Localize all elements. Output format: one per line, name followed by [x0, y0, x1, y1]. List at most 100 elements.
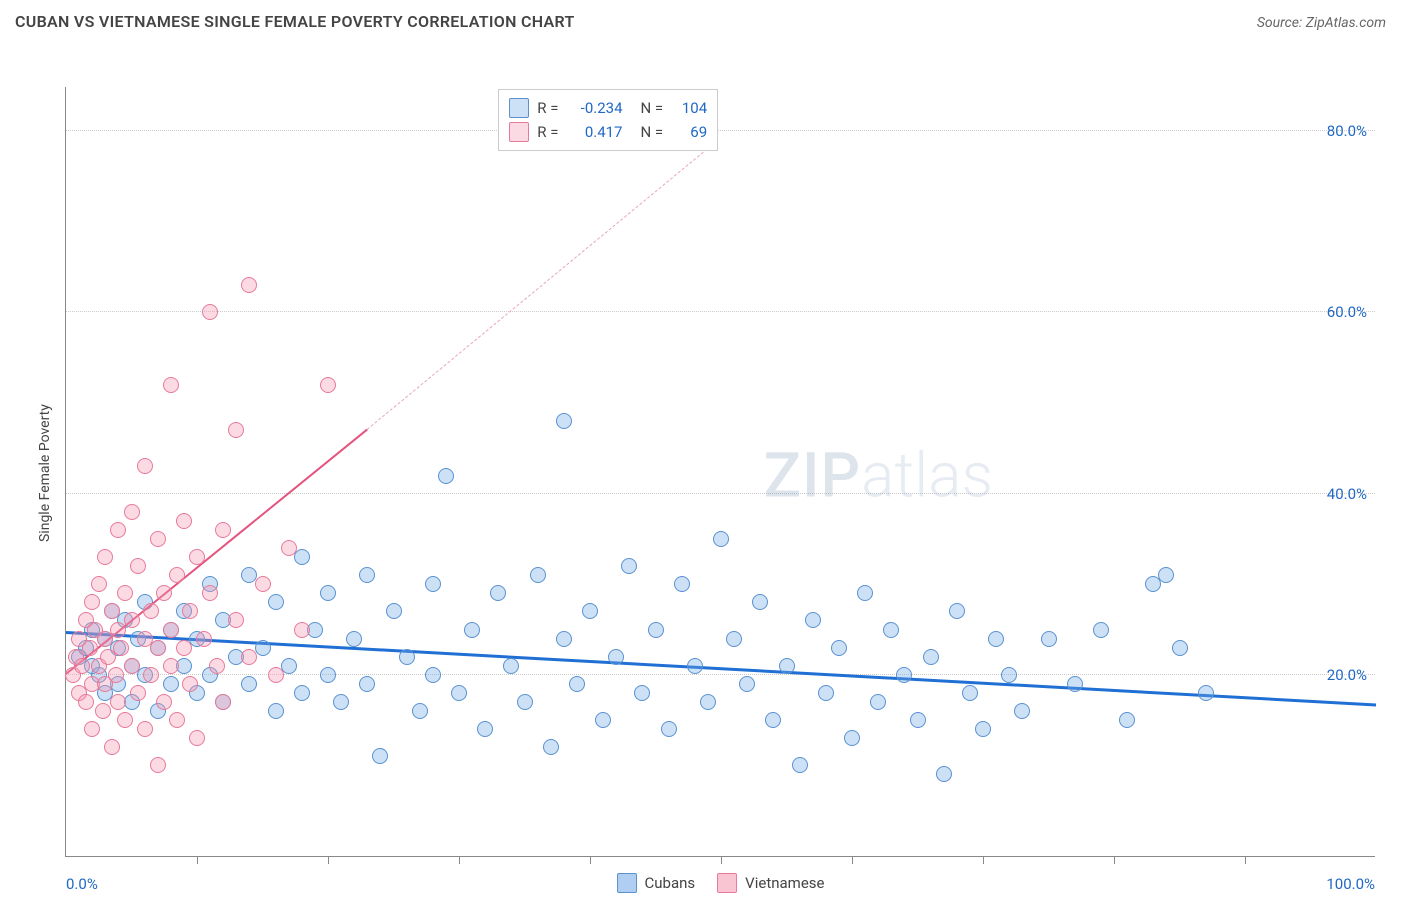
data-point [78, 694, 94, 710]
data-point [1001, 667, 1017, 683]
trend-line [367, 149, 708, 431]
data-point [150, 531, 166, 547]
data-point [399, 649, 415, 665]
series-swatch [509, 122, 529, 142]
data-point [320, 585, 336, 601]
data-point [648, 622, 664, 638]
stat-n-value: 69 [671, 120, 707, 144]
data-point [241, 676, 257, 692]
chart-header: CUBAN VS VIETNAMESE SINGLE FEMALE POVERT… [0, 0, 1406, 39]
data-point [1198, 685, 1214, 701]
data-point [95, 703, 111, 719]
data-point [412, 703, 428, 719]
xtick [721, 856, 722, 864]
data-point [294, 622, 310, 638]
data-point [700, 694, 716, 710]
data-point [595, 712, 611, 728]
stat-r-value: -0.234 [567, 96, 623, 120]
y-axis-label: Single Female Poverty [37, 404, 53, 542]
data-point [320, 377, 336, 393]
data-point [1067, 676, 1083, 692]
data-point [1014, 703, 1030, 719]
stat-r-label: R = [537, 120, 558, 144]
data-point [425, 667, 441, 683]
data-point [333, 694, 349, 710]
data-point [130, 558, 146, 574]
data-point [97, 549, 113, 565]
data-point [110, 522, 126, 538]
legend-label: Cubans [645, 874, 696, 892]
data-point [359, 676, 375, 692]
data-point [113, 640, 129, 656]
data-point [137, 721, 153, 737]
xaxis-label: 0.0% [66, 875, 98, 893]
data-point [255, 576, 271, 592]
data-point [818, 685, 834, 701]
watermark: ZIPatlas [764, 439, 993, 512]
data-point [104, 739, 120, 755]
data-point [281, 540, 297, 556]
xtick [197, 856, 198, 864]
data-point [124, 504, 140, 520]
data-point [687, 658, 703, 674]
data-point [556, 413, 572, 429]
data-point [831, 640, 847, 656]
data-point [74, 658, 90, 674]
data-point [988, 631, 1004, 647]
data-point [91, 576, 107, 592]
plot-area: 20.0%40.0%60.0%80.0%0.0%100.0%ZIPatlasR … [65, 87, 1375, 857]
data-point [713, 531, 729, 547]
data-point [530, 567, 546, 583]
data-point [215, 694, 231, 710]
stats-row: R =0.417N =69 [509, 120, 707, 144]
legend-item: Cubans [617, 873, 696, 893]
data-point [169, 712, 185, 728]
data-point [582, 603, 598, 619]
data-point [189, 730, 205, 746]
data-point [202, 304, 218, 320]
data-point [621, 558, 637, 574]
data-point [425, 576, 441, 592]
data-point [517, 694, 533, 710]
data-point [176, 640, 192, 656]
stat-n-label: N = [641, 120, 664, 144]
data-point [556, 631, 572, 647]
data-point [634, 685, 650, 701]
data-point [451, 685, 467, 701]
correlation-stats-box: R =-0.234N =104R =0.417N =69 [498, 89, 718, 151]
data-point [130, 685, 146, 701]
data-point [936, 766, 952, 782]
xtick [459, 856, 460, 864]
data-point [870, 694, 886, 710]
data-point [228, 612, 244, 628]
data-point [294, 685, 310, 701]
data-point [150, 757, 166, 773]
data-point [82, 640, 98, 656]
data-point [359, 567, 375, 583]
xtick [328, 856, 329, 864]
xtick [590, 856, 591, 864]
data-point [569, 676, 585, 692]
data-point [949, 603, 965, 619]
data-point [503, 658, 519, 674]
gridline [66, 674, 1375, 675]
data-point [182, 676, 198, 692]
data-point [143, 667, 159, 683]
data-point [674, 576, 690, 592]
data-point [215, 522, 231, 538]
data-point [241, 277, 257, 293]
chart-container: 20.0%40.0%60.0%80.0%0.0%100.0%ZIPatlasR … [15, 39, 1375, 917]
data-point [137, 458, 153, 474]
data-point [765, 712, 781, 728]
data-point [268, 703, 284, 719]
xtick [983, 856, 984, 864]
source-attribution: Source: ZipAtlas.com [1257, 15, 1386, 31]
legend-item: Vietnamese [717, 873, 824, 893]
data-point [104, 603, 120, 619]
data-point [464, 622, 480, 638]
data-point [962, 685, 978, 701]
data-point [189, 549, 205, 565]
data-point [320, 667, 336, 683]
data-point [209, 658, 225, 674]
gridline [66, 311, 1375, 312]
